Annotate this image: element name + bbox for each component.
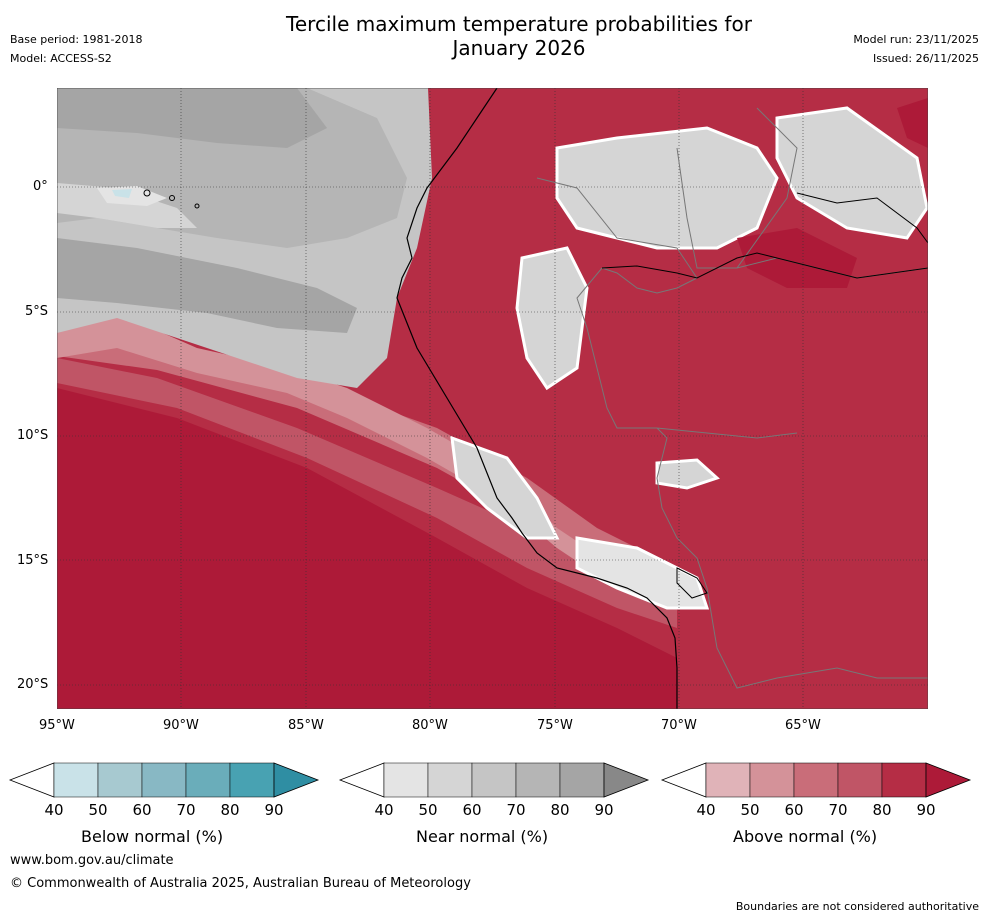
colorbar-segment [383, 762, 429, 798]
colorbar-tick-label: 60 [462, 801, 482, 819]
colorbar-segment [53, 762, 99, 798]
graticule [57, 88, 928, 709]
colorbar-segment [185, 762, 231, 798]
website-link[interactable]: www.bom.gov.au/climate [10, 853, 174, 868]
model-name: Model: ACCESS-S2 [10, 52, 112, 65]
colorbar-tick-label: 70 [506, 801, 526, 819]
ocean-high-above-zone [57, 388, 677, 709]
near-normal-altiplano-zone [575, 536, 710, 610]
above-normal-colorbar [660, 762, 972, 798]
lat-label: 20°S [17, 677, 49, 692]
colorbar-extend-right [925, 762, 972, 798]
colorbar-tick-label: 80 [872, 801, 892, 819]
below-normal-spot [112, 189, 132, 198]
near-band-60 [57, 183, 197, 228]
page-title: Tercile maximum temperature probabilitie… [194, 12, 844, 60]
colorbar-extend-right [273, 762, 320, 798]
colorbar-tick-label: 50 [740, 801, 760, 819]
lon-label: 80°W [412, 718, 448, 733]
near-band-80-south [57, 238, 357, 333]
issued-date: Issued: 26/11/2025 [872, 52, 979, 65]
colorbar-segment [559, 762, 605, 798]
colorbar-segment [141, 762, 187, 798]
colorbar-extend-right [603, 762, 650, 798]
coast-north [796, 192, 928, 244]
near-normal-label: Near normal (%) [416, 827, 549, 846]
copyright-text: © Commonwealth of Australia 2025, Austra… [10, 876, 471, 891]
colorbar-tick-label: 60 [784, 801, 804, 819]
model-run: Model run: 23/11/2025 [853, 33, 979, 46]
lon-label: 95°W [39, 718, 75, 733]
colorbar-segment [515, 762, 561, 798]
lon-label: 70°W [661, 718, 697, 733]
title-line-1: Tercile maximum temperature probabilitie… [286, 12, 752, 36]
lon-label: 75°W [537, 718, 573, 733]
colorbar-tick-label: 90 [916, 801, 936, 819]
probability-map [56, 87, 929, 710]
lat-label: 5°S [25, 304, 49, 319]
galapagos-island [194, 203, 200, 209]
base-period: Base period: 1981-2018 [10, 33, 143, 46]
near-normal-peru-zone [450, 435, 560, 540]
country-borders [536, 107, 928, 689]
colorbar-tick-label: 80 [550, 801, 570, 819]
colorbar-tick-label: 50 [418, 801, 438, 819]
colorbar-tick-label: 40 [44, 801, 64, 819]
near-normal-amazon-zone [555, 126, 779, 250]
title-line-2: January 2026 [452, 36, 586, 60]
river-boundary [601, 252, 928, 279]
colorbar-segment [881, 762, 927, 798]
colorbar-segment [471, 762, 517, 798]
lon-label: 90°W [163, 718, 199, 733]
colorbar-tick-label: 40 [374, 801, 394, 819]
colorbar-tick-label: 50 [88, 801, 108, 819]
colorbar-segment [705, 762, 751, 798]
colorbars [8, 762, 972, 798]
lat-label: 10°S [17, 428, 49, 443]
galapagos-island [169, 195, 175, 201]
colorbar-extend-left [8, 762, 55, 798]
colorbar-segment [97, 762, 143, 798]
lake-titicaca [676, 567, 708, 599]
colorbar-tick-label: 70 [176, 801, 196, 819]
colorbar-tick-label: 90 [594, 801, 614, 819]
above-high-zone [737, 228, 857, 288]
colorbar-tick-label: 40 [696, 801, 716, 819]
colorbar-tick-label: 90 [264, 801, 284, 819]
below-normal-colorbar [8, 762, 320, 798]
colorbar-segment [837, 762, 883, 798]
lon-label: 85°W [288, 718, 324, 733]
below-normal-label: Below normal (%) [81, 827, 224, 846]
colorbar-tick-label: 80 [220, 801, 240, 819]
colorbar-segment [749, 762, 795, 798]
colorbar-extend-left [338, 762, 385, 798]
above-normal-label: Above normal (%) [733, 827, 878, 846]
near-normal-venezuela-zone [775, 106, 928, 240]
near-band-80 [57, 88, 327, 148]
colorbar-tick-label: 70 [828, 801, 848, 819]
above-high-zone-ne [897, 98, 928, 148]
lon-label: 65°W [785, 718, 821, 733]
lat-label: 0° [33, 179, 48, 194]
colorbar-segment [427, 762, 473, 798]
near-normal-andes-zone [515, 246, 589, 391]
colorbar-tick-label: 60 [132, 801, 152, 819]
map-region-icon [56, 87, 929, 710]
colorbar-segment [229, 762, 275, 798]
above-band-70 [57, 358, 677, 628]
near-normal-colorbar [338, 762, 650, 798]
coastline [396, 88, 678, 709]
colorbar-segment [793, 762, 839, 798]
disclaimer-text: Boundaries are not considered authoritat… [735, 900, 979, 913]
galapagos-island [143, 189, 151, 197]
lat-label: 15°S [17, 553, 49, 568]
colorbar-extend-left [660, 762, 707, 798]
